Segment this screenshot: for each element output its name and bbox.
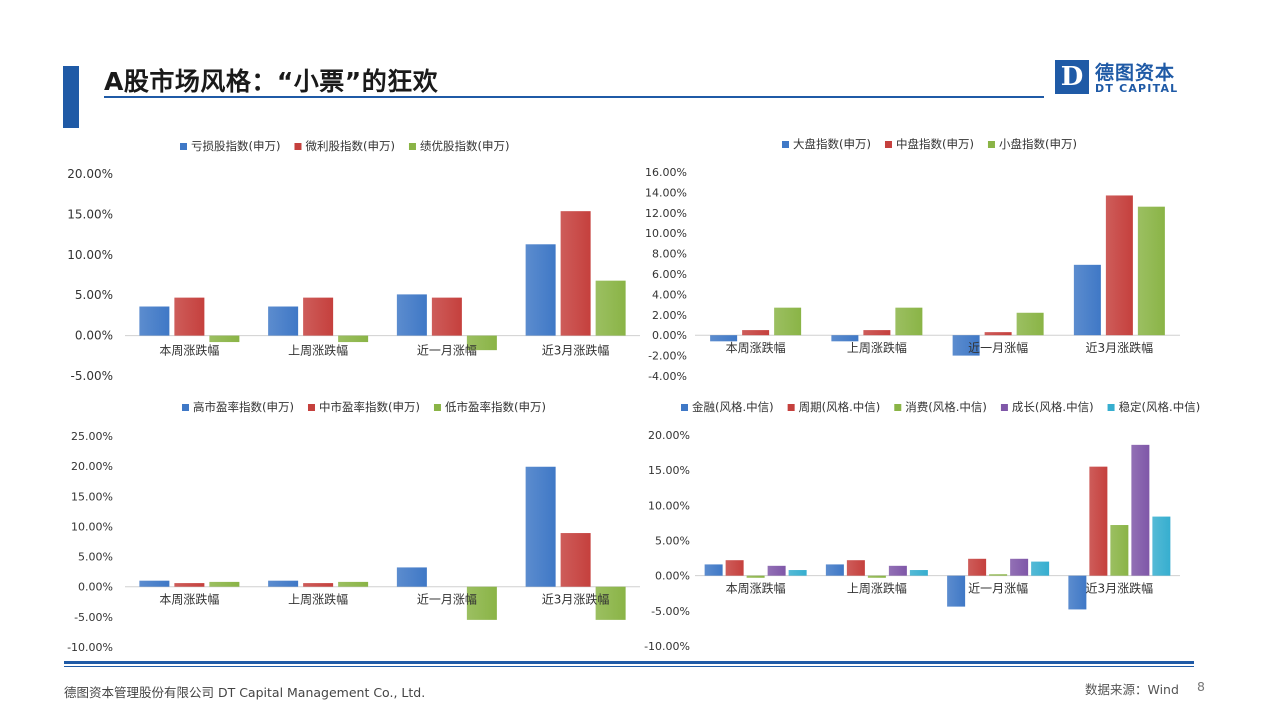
bar-3-series-2-cat-3 — [595, 280, 626, 336]
logo-chinese-name: 德图资本 — [1095, 62, 1176, 84]
bar--series-0-cat-0 — [139, 306, 170, 336]
legend-label-2: 绩优股指数(申万) — [420, 139, 509, 153]
footer-company: 德图资本管理股份有限公司 DT Capital Management Co., … — [64, 685, 426, 700]
x-category-label-1: 上周涨跌幅 — [288, 343, 348, 358]
bar-3-series-1-cat-3 — [560, 211, 591, 336]
bar--series-2-cat-0 — [209, 335, 240, 343]
x-category-label-0: 本周涨跌幅 — [159, 343, 219, 358]
x-category-label-2: 近一月涨幅 — [417, 343, 477, 358]
footer-divider-thin — [64, 666, 1194, 667]
bar--series-0-cat-2 — [396, 294, 427, 336]
legend-swatch-2 — [408, 143, 416, 150]
logo-mark-icon: D — [1055, 60, 1089, 94]
legend-label-1: 微利股指数(申万) — [305, 139, 394, 153]
legend-swatch-1 — [294, 143, 302, 150]
footer-divider — [64, 661, 1194, 664]
bar-3-series-0-cat-3 — [525, 244, 556, 336]
title-underline — [104, 96, 1044, 98]
bar--series-0-cat-1 — [268, 306, 299, 336]
title-accent-bar — [63, 66, 79, 128]
y-tick-label: 20.00% — [67, 167, 113, 181]
bar--series-2-cat-2 — [466, 335, 497, 351]
y-tick-label: 10.00% — [67, 248, 113, 262]
footer-source: 数据来源：Wind — [1085, 682, 1179, 697]
y-tick-label: 5.00% — [75, 288, 113, 302]
y-tick-label: 15.00% — [67, 207, 113, 221]
y-tick-label: 0.00% — [75, 329, 113, 343]
bar--series-2-cat-1 — [338, 335, 369, 343]
logo-english-name: DT CAPITAL — [1095, 82, 1179, 95]
bar--series-1-cat-1 — [303, 297, 334, 336]
legend-label-0: 亏损股指数(申万) — [191, 139, 280, 153]
x-category-label-3: 近3月涨跌幅 — [542, 343, 610, 358]
y-tick-label: -5.00% — [71, 369, 113, 383]
bar--series-1-cat-0 — [174, 297, 205, 336]
company-logo: D 德图资本 DT CAPITAL — [1055, 60, 1185, 100]
legend-swatch-0 — [180, 143, 187, 150]
page-number: 8 — [1197, 679, 1205, 694]
bar--series-1-cat-2 — [431, 297, 462, 336]
page-title: A股市场风格：“小票”的狂欢 — [104, 67, 439, 96]
